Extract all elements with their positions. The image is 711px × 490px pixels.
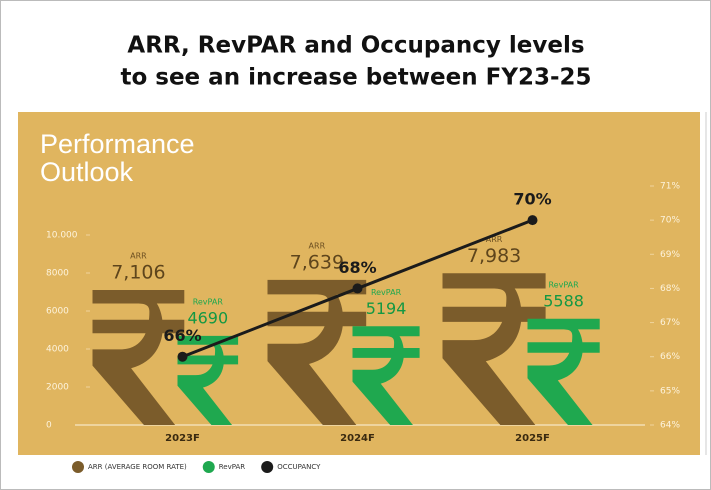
y-tick-label: 2000: [46, 383, 69, 393]
x-tick-label: 2025F: [515, 433, 550, 444]
y2-tick-label: 71%: [660, 182, 680, 192]
y2-tick-label: 65%: [660, 386, 680, 396]
occupancy-point: [177, 351, 188, 362]
occupancy-point: [352, 283, 363, 294]
legend-label: RevPAR: [219, 463, 246, 471]
value-label: 68%: [338, 258, 376, 277]
panel-title: Outlook: [40, 157, 134, 187]
series-label: ARR: [309, 241, 326, 250]
y-tick-label: 4000: [46, 345, 69, 355]
series-label: RevPAR: [371, 288, 402, 297]
rupee-bar: [267, 279, 367, 425]
title-line: to see an increase between FY23-25: [120, 65, 591, 91]
rupee-bar: [92, 290, 185, 425]
y2-tick-label: 68%: [660, 284, 680, 294]
value-label: 5588: [543, 291, 584, 310]
y-tick-label: 8000: [46, 269, 69, 279]
y2-tick-label: 67%: [660, 318, 680, 328]
y-tick-label: 10.000: [46, 231, 78, 241]
y2-tick-label: 70%: [660, 216, 680, 226]
rupee-bar: [527, 318, 600, 425]
legend-swatch: [72, 461, 84, 473]
value-label: 7,983: [467, 245, 521, 267]
x-tick-label: 2023F: [165, 433, 200, 444]
rupee-bar: [442, 273, 546, 425]
rupee-bar: [352, 326, 420, 425]
panel-title: Performance: [40, 129, 195, 159]
y2-tick-label: 69%: [660, 250, 680, 260]
value-label: 4690: [187, 308, 228, 327]
series-label: RevPAR: [548, 280, 579, 289]
legend-swatch: [202, 461, 215, 473]
legend-label: ARR (AVERAGE ROOM RATE): [88, 463, 187, 471]
series-label: RevPAR: [193, 297, 224, 306]
x-tick-label: 2024F: [340, 433, 375, 444]
series-label: ARR: [130, 251, 147, 260]
y-tick-label: 0: [46, 421, 52, 431]
rupee-bar: [177, 335, 239, 425]
value-label: 5194: [366, 299, 407, 318]
value-label: 7,106: [111, 261, 165, 283]
title-line: ARR, RevPAR and Occupancy levels: [127, 33, 584, 59]
y2-tick-label: 64%: [660, 421, 680, 431]
value-label: 70%: [513, 190, 551, 209]
y-tick-label: 6000: [46, 307, 69, 317]
occupancy-point: [527, 215, 538, 226]
y2-tick-label: 66%: [660, 352, 680, 362]
value-label: 7,639: [290, 251, 344, 273]
series-label: ARR: [486, 235, 503, 244]
legend-swatch: [261, 461, 274, 473]
value-label: 66%: [163, 326, 201, 345]
legend-label: OCCUPANCY: [277, 463, 321, 471]
